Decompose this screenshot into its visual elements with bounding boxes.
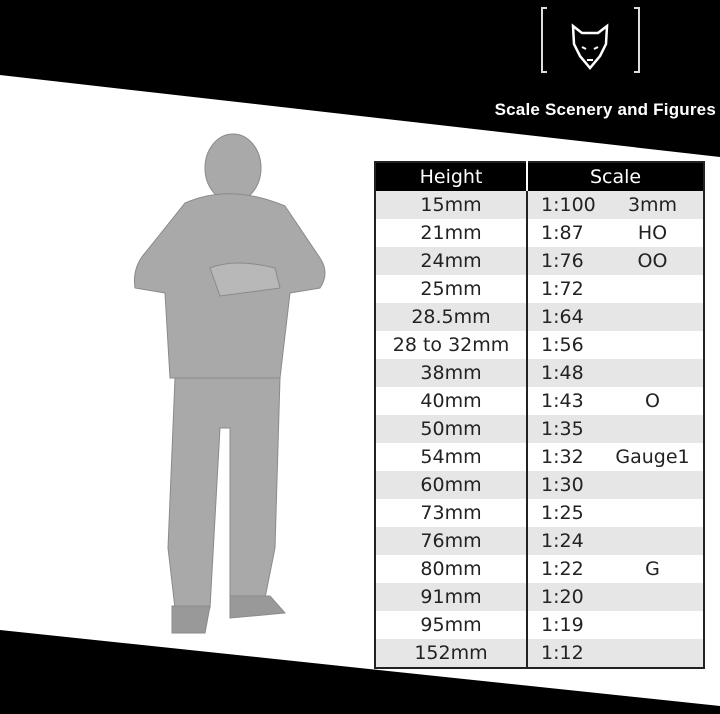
header-scale: Scale bbox=[527, 162, 704, 191]
height-cell: 24mm bbox=[375, 247, 528, 275]
wolf-face-icon bbox=[581, 46, 599, 61]
logo bbox=[541, 7, 640, 73]
ratio-cell: 1:72 bbox=[541, 278, 584, 300]
gauge-cell: 3mm bbox=[606, 191, 704, 219]
figure-trousers bbox=[167, 377, 281, 609]
ratio-cell: 1:48 bbox=[527, 359, 606, 387]
ratio-cell: 1:87 bbox=[541, 222, 584, 244]
gauge-cell: O bbox=[645, 390, 660, 412]
table-header: Height Scale bbox=[375, 162, 704, 191]
table-row: 21mm 1:87 HO bbox=[375, 219, 704, 247]
table-row: 38mm 1:48 bbox=[375, 359, 704, 387]
gauge-cell bbox=[606, 499, 704, 527]
gauge-cell bbox=[606, 415, 704, 443]
gauge-cell bbox=[606, 471, 704, 499]
table-row: 60mm 1:30 bbox=[375, 471, 704, 499]
brand-title: Scale Scenery and Figures bbox=[494, 100, 716, 119]
logo-bracket-left bbox=[541, 7, 547, 73]
header-height: Height bbox=[375, 162, 528, 191]
ratio-cell: 1:64 bbox=[527, 303, 606, 331]
figure-image bbox=[134, 133, 326, 634]
ratio-cell: 1:20 bbox=[527, 583, 606, 611]
ratio-cell: 1:25 bbox=[541, 502, 584, 524]
bottom-band bbox=[0, 630, 720, 714]
height-cell: 50mm bbox=[375, 415, 528, 443]
gauge-cell: HO bbox=[637, 222, 668, 244]
gauge-cell bbox=[606, 331, 704, 359]
gauge-cell bbox=[606, 639, 704, 668]
table-row: 91mm 1:20 bbox=[375, 583, 704, 611]
height-cell: 54mm bbox=[375, 443, 528, 471]
figure-head bbox=[204, 133, 262, 203]
height-cell: 60mm bbox=[375, 471, 528, 499]
figure-shoe-right bbox=[229, 595, 287, 619]
height-cell: 73mm bbox=[375, 499, 528, 527]
ratio-cell: 1:56 bbox=[541, 334, 584, 356]
gauge-cell: OO bbox=[606, 247, 704, 275]
table-row: 152mm 1:12 bbox=[375, 639, 704, 668]
table-row: 25mm 1:72 bbox=[375, 275, 704, 303]
table-row: 76mm 1:24 bbox=[375, 527, 704, 555]
table-row: 28 to 32mm 1:56 bbox=[375, 331, 704, 359]
height-cell: 76mm bbox=[375, 527, 528, 555]
gauge-cell bbox=[606, 611, 704, 639]
figure-arms bbox=[209, 262, 281, 297]
ratio-cell: 1:100 bbox=[527, 191, 606, 219]
table-row: 80mm 1:22 G bbox=[375, 555, 704, 583]
ratio-cell: 1:12 bbox=[527, 639, 606, 668]
height-cell: 91mm bbox=[375, 583, 528, 611]
wolf-head-icon bbox=[571, 23, 609, 70]
ratio-cell: 1:19 bbox=[541, 614, 584, 636]
height-cell: 21mm bbox=[375, 219, 528, 247]
table-row: 95mm 1:19 bbox=[375, 611, 704, 639]
height-cell: 28.5mm bbox=[375, 303, 528, 331]
logo-bracket-right bbox=[634, 7, 640, 73]
gauge-cell bbox=[606, 303, 704, 331]
height-cell: 28 to 32mm bbox=[375, 331, 528, 359]
height-cell: 80mm bbox=[375, 555, 528, 583]
gauge-cell: G bbox=[645, 558, 660, 580]
height-cell: 15mm bbox=[375, 191, 528, 219]
height-cell: 40mm bbox=[375, 387, 528, 415]
top-band bbox=[0, 0, 720, 157]
ratio-cell: 1:30 bbox=[527, 471, 606, 499]
table-row: 28.5mm 1:64 bbox=[375, 303, 704, 331]
table-row: 50mm 1:35 bbox=[375, 415, 704, 443]
gauge-cell: Gauge1 bbox=[615, 446, 690, 468]
ratio-cell: 1:32 bbox=[541, 446, 584, 468]
scale-table: Height Scale 15mm 1:100 3mm 21mm 1:87 HO 24mm 1… bbox=[374, 161, 705, 669]
gauge-cell bbox=[606, 583, 704, 611]
ratio-cell: 1:22 bbox=[541, 558, 584, 580]
ratio-cell: 1:76 bbox=[527, 247, 606, 275]
gauge-cell bbox=[606, 527, 704, 555]
height-cell: 152mm bbox=[375, 639, 528, 668]
table-row: 24mm 1:76 OO bbox=[375, 247, 704, 275]
height-cell: 38mm bbox=[375, 359, 528, 387]
gauge-cell bbox=[606, 359, 704, 387]
ratio-cell: 1:35 bbox=[527, 415, 606, 443]
table-row: 40mm 1:43 O bbox=[375, 387, 704, 415]
gauge-cell bbox=[606, 275, 704, 303]
table-row: 73mm 1:25 bbox=[375, 499, 704, 527]
ratio-cell: 1:43 bbox=[541, 390, 584, 412]
figure-shoe-left bbox=[171, 605, 211, 634]
ratio-cell: 1:24 bbox=[527, 527, 606, 555]
height-cell: 25mm bbox=[375, 275, 528, 303]
table-row: 54mm 1:32 Gauge1 bbox=[375, 443, 704, 471]
table-row: 15mm 1:100 3mm bbox=[375, 191, 704, 219]
height-cell: 95mm bbox=[375, 611, 528, 639]
